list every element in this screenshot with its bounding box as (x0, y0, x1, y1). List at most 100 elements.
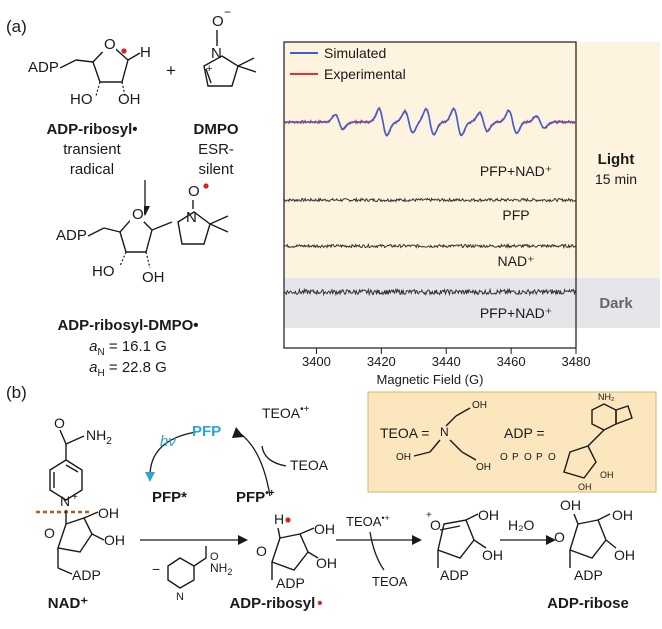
svg-text:OH: OH (600, 470, 614, 480)
svg-text:O: O (210, 551, 219, 563)
radical-name: ADP-ribosyl• (46, 121, 137, 138)
light-side-region (576, 42, 660, 278)
esr-chart: Simulated Experimental PFP+NAD⁺ PFP NAD⁺… (283, 41, 660, 387)
structure-legend-box: TEOA = N OH OH OH ADP = NH₂ O P O P O OH… (367, 391, 657, 493)
svg-text:H: H (140, 44, 151, 61)
svg-text:O: O (132, 206, 144, 223)
adduct-structure: ADP O HO OH N O (56, 183, 229, 286)
x-tick-label: 3440 (432, 354, 461, 369)
svg-text:OH: OH (396, 452, 411, 463)
adp-ribosyl-name: ADP-ribosyl • (229, 595, 322, 612)
adduct-radical-dot (203, 183, 209, 189)
svg-text:OH: OH (578, 482, 592, 492)
light-region (284, 42, 576, 278)
radical-desc-2: radical (70, 161, 114, 178)
trace-label-4: PFP+NAD⁺ (480, 305, 552, 321)
trace-label-2: PFP (502, 207, 529, 223)
svg-text:HO: HO (92, 263, 115, 280)
adp-ribose-structure: OH O OH OH ADP (554, 497, 635, 583)
adp-ribosyl-radical-b: H O OH OH ADP (256, 511, 337, 591)
svg-text:OH: OH (612, 507, 633, 523)
x-axis-label: Magnetic Field (G) (377, 372, 484, 387)
svg-text:O: O (104, 36, 116, 53)
simulated-trace (284, 107, 576, 137)
pfp-label: PFP (192, 423, 221, 440)
svg-text:ADP: ADP (56, 227, 87, 244)
dmpo-structure: O − N + (203, 5, 257, 87)
svg-text:O: O (500, 452, 508, 463)
dark-side-region (576, 278, 660, 328)
adduct-coupling-h: aH = 22.8 G (89, 359, 167, 379)
svg-text:P: P (536, 452, 543, 463)
svg-text:OH: OH (316, 555, 337, 571)
nad-name: NAD⁺ (48, 595, 88, 612)
adp-ribosyl-radical-structure: ADP O H HO OH (28, 36, 151, 108)
noise-trace-2 (283, 196, 577, 203)
svg-text:ADP: ADP (72, 567, 101, 583)
svg-text:OH: OH (478, 507, 499, 523)
adp-definition: ADP = (504, 425, 545, 441)
catalytic-cycle: hν PFP TEOA•+ TEOA PFP* PFP•+ (145, 404, 329, 506)
x-tick-label: 3480 (562, 354, 591, 369)
legend-experimental: Experimental (324, 66, 406, 82)
teoa-radical-over-arrow: TEOA•+ (346, 513, 390, 529)
svg-text:OH: OH (118, 91, 141, 108)
condition-dark: Dark (599, 295, 633, 312)
svg-text:OH: OH (614, 547, 635, 563)
svg-text:OH: OH (104, 532, 125, 548)
x-tick-label: 3420 (367, 354, 396, 369)
svg-text:O: O (212, 13, 224, 30)
teoa-product: TEOA (372, 574, 408, 589)
trace-label-1: PFP+NAD⁺ (480, 163, 552, 179)
svg-text:ADP: ADP (440, 567, 469, 583)
panel-a-label: (a) (6, 17, 27, 36)
dark-region (284, 278, 576, 328)
dmpo-desc-2: silent (198, 161, 234, 178)
water-label: H₂O (508, 517, 535, 533)
panel-b-label: (b) (6, 383, 27, 402)
nicotinamide-byproduct: − O NH2 N (152, 546, 232, 603)
svg-text:O: O (430, 517, 441, 533)
svg-text:O: O (54, 415, 65, 431)
svg-text:O: O (548, 452, 556, 463)
adduct-coupling-n: aN = 16.1 G (89, 338, 167, 358)
svg-text:OH: OH (482, 547, 503, 563)
svg-text:N: N (60, 493, 70, 509)
teoa-top: TEOA (290, 457, 329, 473)
x-tick-label: 3460 (497, 354, 526, 369)
radical-desc-1: transient (63, 141, 121, 158)
adp-ribose-name: ADP-ribose (547, 595, 629, 612)
teoa-definition: TEOA = (380, 425, 429, 441)
hv-arrow (149, 431, 197, 477)
plot-frame (283, 41, 577, 349)
dmpo-name: DMPO (194, 121, 239, 138)
svg-text:ADP: ADP (28, 59, 59, 76)
pfp-excited: PFP* (152, 489, 187, 506)
svg-text:N: N (176, 591, 184, 603)
plus-sign: + (166, 61, 176, 80)
svg-text:ADP: ADP (276, 575, 305, 591)
svg-text:OH: OH (314, 521, 335, 537)
svg-text:N: N (186, 209, 197, 226)
svg-text:H: H (274, 511, 284, 527)
svg-text:OH: OH (560, 497, 581, 513)
trace-label-3: NAD⁺ (498, 253, 535, 269)
legend-simulated: Simulated (324, 45, 386, 61)
svg-text:N: N (211, 45, 222, 62)
hv-label: hν (160, 433, 176, 450)
svg-text:P: P (512, 452, 519, 463)
x-tick-label: 3400 (302, 354, 331, 369)
svg-text:OH: OH (476, 462, 491, 473)
noise-trace-4 (283, 287, 577, 297)
radical-dot (121, 48, 127, 54)
svg-text:O: O (188, 183, 200, 200)
teoa-radical-top: TEOA•+ (262, 404, 310, 421)
svg-text:+: + (72, 492, 78, 503)
svg-text:OH: OH (98, 505, 119, 521)
nad-amide: NH2 (86, 427, 112, 447)
svg-text:+: + (206, 63, 212, 75)
svg-text:NH2: NH2 (210, 561, 232, 577)
svg-text:N: N (440, 425, 449, 439)
condition-light-time: 15 min (595, 171, 637, 187)
